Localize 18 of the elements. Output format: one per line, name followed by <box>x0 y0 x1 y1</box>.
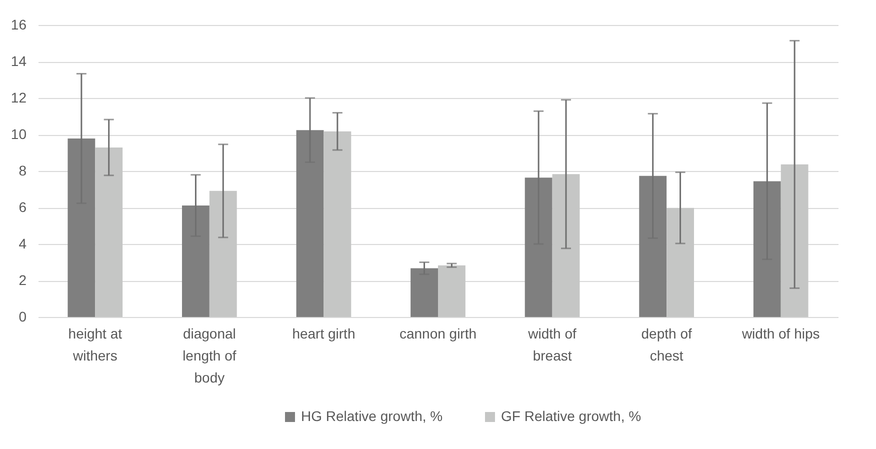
legend-label: GF Relative growth, % <box>501 408 642 424</box>
y-tick-label: 8 <box>18 162 27 178</box>
y-tick-label: 12 <box>10 90 27 106</box>
x-tick-label: height at withers <box>68 326 122 364</box>
y-tick-label: 10 <box>10 126 27 142</box>
x-tick-label: heart girth <box>292 326 356 342</box>
y-tick-label: 4 <box>18 236 27 252</box>
y-tick-label: 16 <box>10 16 27 32</box>
y-tick-label: 14 <box>10 53 27 69</box>
x-tick-label: cannon girth <box>399 326 477 342</box>
y-tick-label: 0 <box>18 308 27 324</box>
x-tick-label: depth of chest <box>641 326 692 364</box>
y-tick-label: 6 <box>18 199 27 215</box>
legend-label: HG Relative growth, % <box>301 408 443 424</box>
x-tick-label: width of hips <box>740 326 820 342</box>
y-tick-label: 2 <box>18 272 27 288</box>
x-tick-label: width of breast <box>527 326 577 364</box>
x-tick-label: diagonal length of body <box>182 326 236 386</box>
